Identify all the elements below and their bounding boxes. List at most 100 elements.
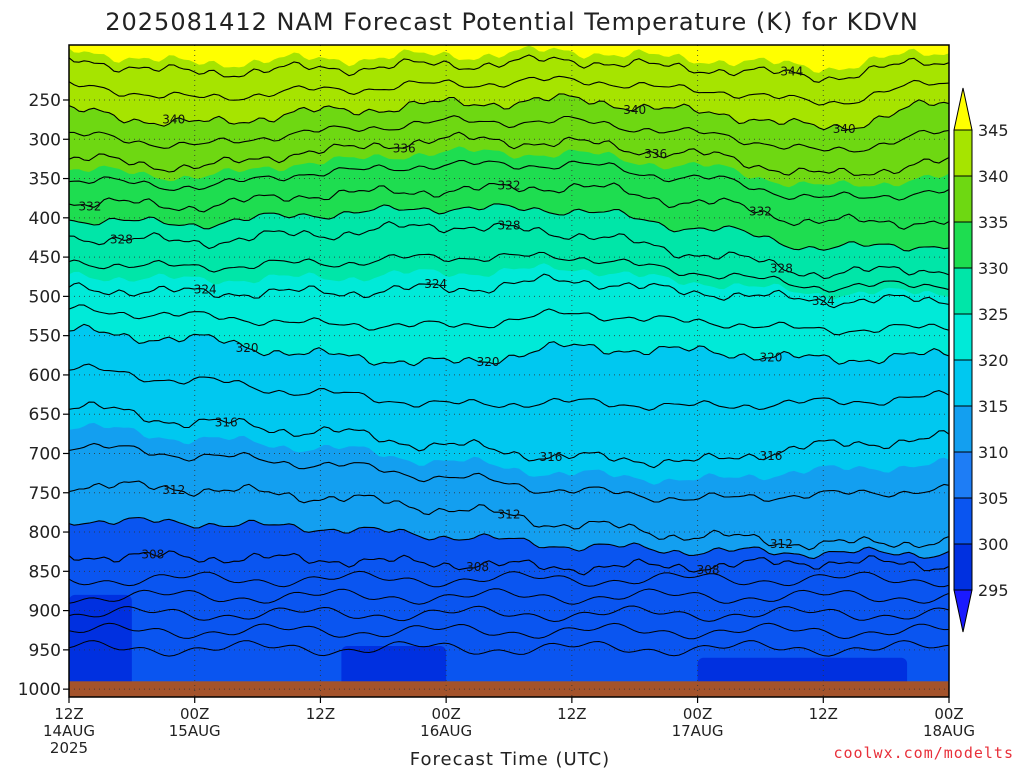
contour-label-324: 324 — [424, 277, 447, 291]
contour-label-332: 332 — [498, 178, 521, 192]
isentrope-336 — [69, 131, 949, 176]
ytick-label-500: 500 — [29, 287, 61, 307]
credit-text: coolwx.com/modelts — [833, 744, 1014, 762]
colorbar-label-305: 305 — [978, 489, 1009, 508]
contour-label-316: 316 — [759, 449, 782, 463]
ytick-label-900: 900 — [29, 602, 61, 622]
colorbar-label-300: 300 — [978, 535, 1009, 554]
low-level-contour-2 — [69, 605, 949, 623]
colorbar-label-330: 330 — [978, 259, 1009, 278]
isentrope-308 — [69, 550, 949, 576]
isentrope-314 — [69, 442, 949, 503]
isentrope-contours — [69, 54, 949, 657]
contour-label-336: 336 — [393, 141, 416, 155]
low-level-contour-0 — [69, 570, 949, 588]
ytick-label-350: 350 — [29, 170, 61, 190]
xtick-date-12: 15AUG — [169, 722, 221, 740]
xtick-year-0: 2025 — [50, 739, 88, 757]
contour-label-328: 328 — [498, 219, 521, 233]
contour-label-328: 328 — [110, 233, 133, 247]
isentrope-316 — [69, 401, 949, 469]
ytick-label-850: 850 — [29, 562, 61, 582]
ytick-label-250: 250 — [29, 91, 61, 111]
isentrope-310 — [69, 516, 949, 560]
contour-label-320: 320 — [477, 355, 500, 369]
xtick-label-84: 00Z — [934, 705, 963, 723]
ytick-label-650: 650 — [29, 405, 61, 425]
x-axis-label: Forecast Time (UTC) — [410, 749, 610, 768]
xtick-date-36: 16AUG — [420, 722, 472, 740]
xtick-label-12: 00Z — [180, 705, 209, 723]
contour-labels: 308 308 308 312 312 312 316 316 316 320 320 320 324 3… — [78, 64, 855, 577]
xtick-date-60: 17AUG — [672, 722, 724, 740]
colorbar-label-345: 345 — [978, 121, 1009, 140]
ytick-label-400: 400 — [29, 209, 61, 229]
colorbar-label-340: 340 — [978, 167, 1009, 186]
ytick-label-600: 600 — [29, 366, 61, 386]
colorbar-segment-0 — [953, 129, 973, 177]
contour-label-328: 328 — [770, 261, 793, 275]
isentrope-342 — [69, 75, 949, 106]
isentrope-320 — [69, 323, 949, 367]
isentrope-324 — [69, 273, 949, 309]
plot-frame — [68, 44, 950, 698]
contour-label-324: 324 — [812, 294, 835, 308]
contour-label-324: 324 — [194, 282, 217, 296]
xtick-date-0: 14AUG — [43, 722, 95, 740]
contour-label-332: 332 — [749, 204, 772, 218]
xtick-label-36: 00Z — [431, 705, 460, 723]
ytick-label-450: 450 — [29, 248, 61, 268]
ytick-label-300: 300 — [29, 130, 61, 150]
colorbar-label-335: 335 — [978, 213, 1009, 232]
contour-label-308: 308 — [141, 548, 164, 562]
xtick-label-48: 12Z — [557, 705, 586, 723]
colorbar-segment-1 — [953, 175, 973, 223]
xtick-date-84: 18AUG — [923, 722, 975, 740]
colorbar-label-315: 315 — [978, 397, 1009, 416]
colorbar-segment-6 — [953, 405, 973, 453]
ytick-label-750: 750 — [29, 484, 61, 504]
isentrope-340 — [69, 93, 949, 131]
colorbar-segment-4 — [953, 313, 973, 361]
contour-label-316: 316 — [215, 416, 238, 430]
colorbar-bottom-triangle — [953, 589, 973, 633]
contour-label-312: 312 — [162, 483, 185, 497]
contour-label-344: 344 — [780, 64, 803, 78]
isentrope-338 — [69, 115, 949, 153]
colorbar-segment-3 — [953, 267, 973, 315]
ytick-label-950: 950 — [29, 641, 61, 661]
colorbar-segment-8 — [953, 497, 973, 545]
isentrope-322 — [69, 304, 949, 336]
colorbar-label-295: 295 — [978, 581, 1009, 600]
low-level-contour-1 — [69, 588, 949, 605]
contour-label-316: 316 — [539, 450, 562, 464]
y-axis: 250 300 350 400 450 500 550 600 650 700 750 800 850 9… — [18, 91, 69, 700]
xtick-label-24: 12Z — [306, 705, 335, 723]
colorbar-top-triangle — [953, 87, 973, 131]
contour-label-340: 340 — [623, 103, 646, 117]
isentrope-330 — [69, 203, 949, 252]
contour-label-340: 340 — [162, 113, 185, 127]
isentrope-332 — [69, 182, 949, 230]
isentrope-318 — [69, 363, 949, 411]
contour-label-336: 336 — [644, 147, 667, 161]
xtick-label-72: 12Z — [809, 705, 838, 723]
contour-label-308: 308 — [466, 560, 489, 574]
isentrope-328 — [69, 220, 949, 280]
band-340 — [69, 45, 949, 130]
contour-label-308: 308 — [697, 563, 720, 577]
ytick-label-1000: 1000 — [18, 680, 61, 700]
colorbar-segment-9 — [953, 543, 973, 591]
colorbar: 345 340 335 330 325 320 315 310 305 300 295 — [953, 87, 1009, 633]
low-level-contour-3 — [69, 622, 949, 640]
colorbar-label-320: 320 — [978, 351, 1009, 370]
xtick-label-60: 00Z — [683, 705, 712, 723]
grid-lines — [68, 45, 950, 697]
contour-label-320: 320 — [759, 351, 782, 365]
contour-label-332: 332 — [78, 200, 101, 214]
ytick-label-700: 700 — [29, 444, 61, 464]
isentrope-312 — [69, 480, 949, 551]
